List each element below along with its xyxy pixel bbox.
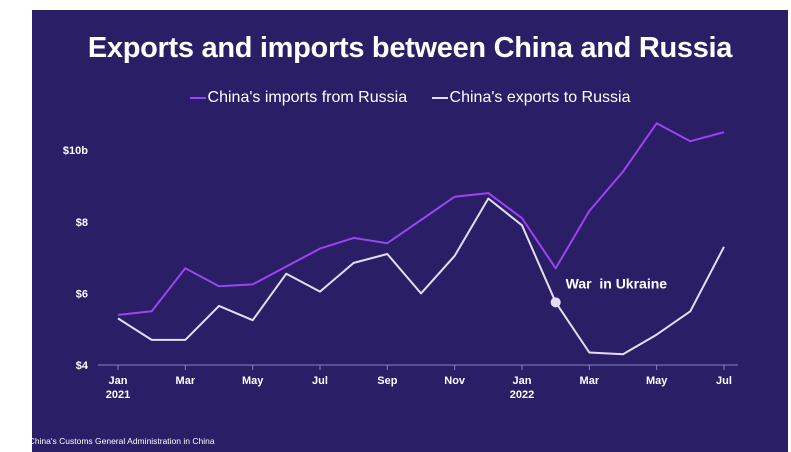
y-tick-label: $10b — [63, 145, 88, 157]
x-tick-year-label: 2021 — [106, 389, 130, 401]
x-tick-label: Mar — [176, 375, 196, 387]
chart-panel: Exports and imports between China and Ru… — [32, 10, 788, 452]
legend-swatch-imports — [189, 97, 206, 99]
x-tick-label: Sep — [377, 375, 397, 387]
x-tick-label: Jul — [716, 375, 732, 387]
x-tick-label: Mar — [580, 375, 600, 387]
series-line-imports — [117, 122, 725, 316]
series-line-exports — [117, 197, 725, 356]
chart-title: Exports and imports between China and Ru… — [87, 32, 733, 64]
x-tick-label: May — [242, 375, 264, 387]
x-tick-label: Jan — [513, 375, 532, 387]
y-tick-label: $8 — [76, 217, 88, 229]
x-tick-label: Nov — [444, 375, 466, 387]
y-tick-label: $4 — [76, 360, 89, 372]
source-note: Data: China's Customs General Administra… — [6, 436, 215, 446]
legend: China's imports from Russia China's expo… — [32, 86, 788, 107]
legend-label-imports: China's imports from Russia — [207, 89, 408, 106]
legend-item-exports: China's exports to Russia — [431, 89, 631, 107]
legend-swatch-exports — [431, 97, 448, 99]
y-tick-label: $6 — [76, 288, 88, 300]
annotation-label: War in Ukraine — [566, 275, 668, 291]
x-tick-label: Jul — [312, 375, 328, 387]
x-tick-label: May — [646, 375, 668, 387]
x-tick-label: Jan — [109, 375, 128, 387]
x-tick-year-label: 2022 — [510, 389, 534, 401]
legend-label-exports: China's exports to Russia — [449, 89, 631, 106]
annotation-marker — [550, 297, 561, 308]
legend-item-imports: China's imports from Russia — [189, 89, 408, 107]
